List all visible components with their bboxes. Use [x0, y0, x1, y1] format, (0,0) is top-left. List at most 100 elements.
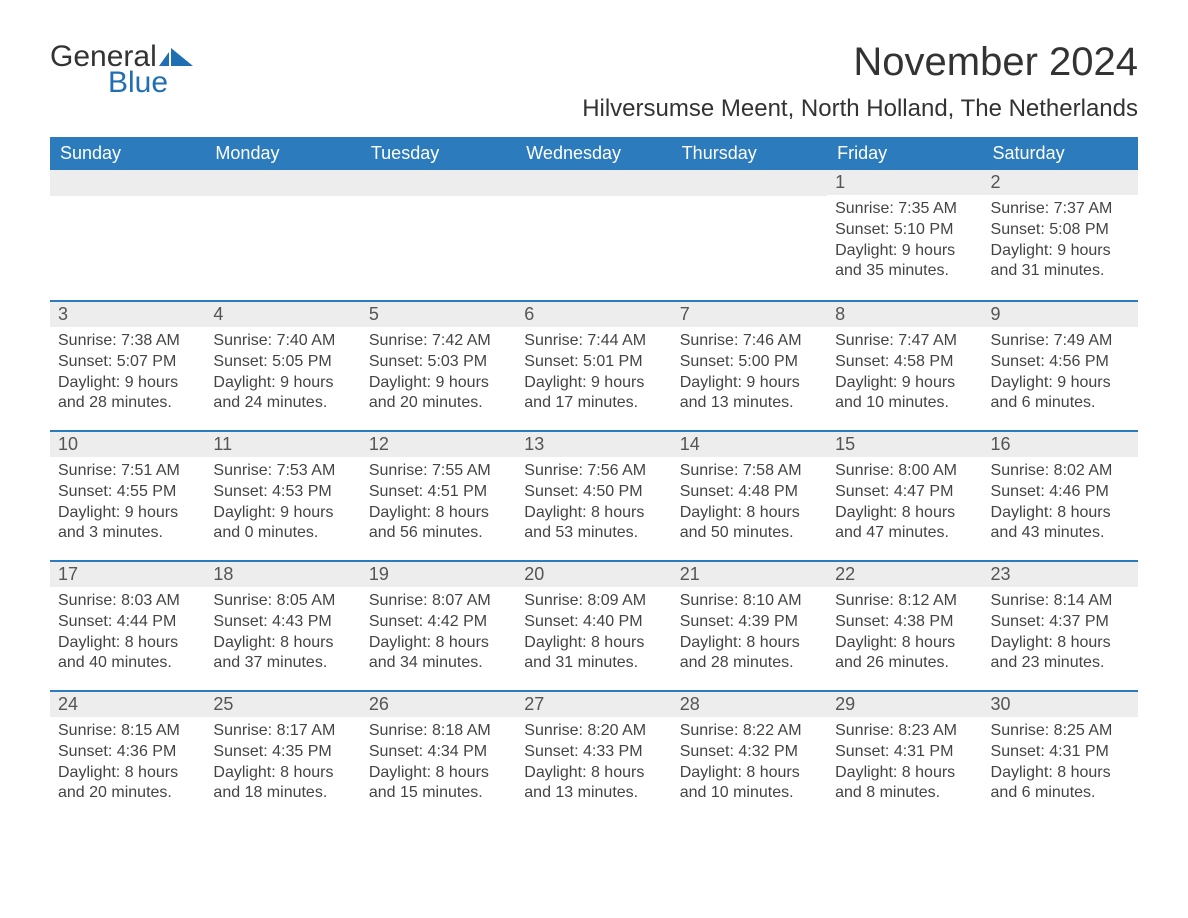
sunset-text: Sunset: 4:35 PM	[213, 742, 352, 763]
calendar-cell: 1Sunrise: 7:35 AMSunset: 5:10 PMDaylight…	[827, 170, 982, 300]
calendar-cell: 10Sunrise: 7:51 AMSunset: 4:55 PMDayligh…	[50, 430, 205, 560]
sunset-text: Sunset: 4:40 PM	[524, 612, 663, 633]
day-details: Sunrise: 7:46 AMSunset: 5:00 PMDaylight:…	[672, 327, 827, 424]
daylight-text-1: Daylight: 9 hours	[213, 503, 352, 524]
daylight-text-2: and 53 minutes.	[524, 523, 663, 544]
daylight-text-1: Daylight: 8 hours	[369, 763, 508, 784]
calendar-row: 17Sunrise: 8:03 AMSunset: 4:44 PMDayligh…	[50, 560, 1138, 690]
day-details: Sunrise: 7:44 AMSunset: 5:01 PMDaylight:…	[516, 327, 671, 424]
page-header: General Blue November 2024 Hilversumse M…	[50, 40, 1138, 123]
daylight-text-2: and 26 minutes.	[835, 653, 974, 674]
daylight-text-1: Daylight: 9 hours	[991, 373, 1130, 394]
day-number: 28	[672, 690, 827, 717]
daylight-text-2: and 6 minutes.	[991, 393, 1130, 414]
sunrise-text: Sunrise: 7:44 AM	[524, 331, 663, 352]
sunset-text: Sunset: 4:31 PM	[991, 742, 1130, 763]
day-number: 25	[205, 690, 360, 717]
calendar-cell: 25Sunrise: 8:17 AMSunset: 4:35 PMDayligh…	[205, 690, 360, 820]
sunset-text: Sunset: 4:50 PM	[524, 482, 663, 503]
daylight-text-1: Daylight: 8 hours	[680, 503, 819, 524]
day-details: Sunrise: 7:42 AMSunset: 5:03 PMDaylight:…	[361, 327, 516, 424]
sunset-text: Sunset: 5:00 PM	[680, 352, 819, 373]
day-number: 29	[827, 690, 982, 717]
daylight-text-2: and 8 minutes.	[835, 783, 974, 804]
daylight-text-1: Daylight: 9 hours	[369, 373, 508, 394]
sunrise-text: Sunrise: 8:05 AM	[213, 591, 352, 612]
daylight-text-2: and 40 minutes.	[58, 653, 197, 674]
day-number: 2	[983, 170, 1138, 195]
calendar-cell: 20Sunrise: 8:09 AMSunset: 4:40 PMDayligh…	[516, 560, 671, 690]
sunrise-text: Sunrise: 8:22 AM	[680, 721, 819, 742]
calendar-cell	[205, 170, 360, 300]
day-number: 18	[205, 560, 360, 587]
sunrise-text: Sunrise: 8:00 AM	[835, 461, 974, 482]
day-number: 16	[983, 430, 1138, 457]
sunset-text: Sunset: 5:08 PM	[991, 220, 1130, 241]
calendar-cell: 22Sunrise: 8:12 AMSunset: 4:38 PMDayligh…	[827, 560, 982, 690]
day-number: 12	[361, 430, 516, 457]
daylight-text-2: and 28 minutes.	[680, 653, 819, 674]
day-details: Sunrise: 8:18 AMSunset: 4:34 PMDaylight:…	[361, 717, 516, 814]
brand-logo: General Blue	[50, 40, 193, 100]
daylight-text-1: Daylight: 8 hours	[680, 633, 819, 654]
day-details: Sunrise: 7:58 AMSunset: 4:48 PMDaylight:…	[672, 457, 827, 554]
daylight-text-1: Daylight: 8 hours	[58, 633, 197, 654]
day-number: 26	[361, 690, 516, 717]
calendar-cell	[672, 170, 827, 300]
calendar-row: 3Sunrise: 7:38 AMSunset: 5:07 PMDaylight…	[50, 300, 1138, 430]
daylight-text-1: Daylight: 9 hours	[991, 241, 1130, 262]
day-number: 17	[50, 560, 205, 587]
sunrise-text: Sunrise: 8:09 AM	[524, 591, 663, 612]
sunset-text: Sunset: 4:46 PM	[991, 482, 1130, 503]
day-number: 23	[983, 560, 1138, 587]
daylight-text-1: Daylight: 9 hours	[835, 373, 974, 394]
calendar-cell: 6Sunrise: 7:44 AMSunset: 5:01 PMDaylight…	[516, 300, 671, 430]
day-details: Sunrise: 8:09 AMSunset: 4:40 PMDaylight:…	[516, 587, 671, 684]
daylight-text-1: Daylight: 9 hours	[58, 373, 197, 394]
daylight-text-1: Daylight: 8 hours	[58, 763, 197, 784]
calendar-cell: 13Sunrise: 7:56 AMSunset: 4:50 PMDayligh…	[516, 430, 671, 560]
day-details: Sunrise: 8:20 AMSunset: 4:33 PMDaylight:…	[516, 717, 671, 814]
calendar-cell: 26Sunrise: 8:18 AMSunset: 4:34 PMDayligh…	[361, 690, 516, 820]
sunset-text: Sunset: 4:38 PM	[835, 612, 974, 633]
daylight-text-2: and 10 minutes.	[680, 783, 819, 804]
calendar-cell: 21Sunrise: 8:10 AMSunset: 4:39 PMDayligh…	[672, 560, 827, 690]
sunrise-text: Sunrise: 7:47 AM	[835, 331, 974, 352]
day-number: 6	[516, 300, 671, 327]
day-details: Sunrise: 8:12 AMSunset: 4:38 PMDaylight:…	[827, 587, 982, 684]
sunset-text: Sunset: 4:43 PM	[213, 612, 352, 633]
day-details: Sunrise: 8:23 AMSunset: 4:31 PMDaylight:…	[827, 717, 982, 814]
daylight-text-2: and 10 minutes.	[835, 393, 974, 414]
month-title: November 2024	[582, 40, 1138, 85]
calendar-cell: 24Sunrise: 8:15 AMSunset: 4:36 PMDayligh…	[50, 690, 205, 820]
sunrise-text: Sunrise: 8:03 AM	[58, 591, 197, 612]
daylight-text-2: and 18 minutes.	[213, 783, 352, 804]
sunrise-text: Sunrise: 8:07 AM	[369, 591, 508, 612]
daylight-text-2: and 0 minutes.	[213, 523, 352, 544]
day-number: 4	[205, 300, 360, 327]
location-subtitle: Hilversumse Meent, North Holland, The Ne…	[582, 95, 1138, 123]
calendar-cell: 11Sunrise: 7:53 AMSunset: 4:53 PMDayligh…	[205, 430, 360, 560]
calendar-cell: 9Sunrise: 7:49 AMSunset: 4:56 PMDaylight…	[983, 300, 1138, 430]
calendar-row: 10Sunrise: 7:51 AMSunset: 4:55 PMDayligh…	[50, 430, 1138, 560]
calendar-cell: 2 Sunrise: 7:37 AMSunset: 5:08 PMDaylight…	[983, 170, 1138, 300]
daylight-text-1: Daylight: 9 hours	[835, 241, 974, 262]
day-number: 21	[672, 560, 827, 587]
sunrise-text: Sunrise: 8:15 AM	[58, 721, 197, 742]
day-details: Sunrise: 8:05 AMSunset: 4:43 PMDaylight:…	[205, 587, 360, 684]
daylight-text-2: and 34 minutes.	[369, 653, 508, 674]
sunset-text: Sunset: 4:32 PM	[680, 742, 819, 763]
sunrise-text: Sunrise: 8:12 AM	[835, 591, 974, 612]
day-details: Sunrise: 7:38 AMSunset: 5:07 PMDaylight:…	[50, 327, 205, 424]
day-details: Sunrise: 8:14 AMSunset: 4:37 PMDaylight:…	[983, 587, 1138, 684]
sunrise-text: Sunrise: 8:20 AM	[524, 721, 663, 742]
daylight-text-1: Daylight: 8 hours	[369, 503, 508, 524]
calendar-cell: 3Sunrise: 7:38 AMSunset: 5:07 PMDaylight…	[50, 300, 205, 430]
daylight-text-1: Daylight: 9 hours	[213, 373, 352, 394]
sunrise-text: Sunrise: 7:37 AM	[991, 199, 1130, 220]
sunrise-text: Sunrise: 7:49 AM	[991, 331, 1130, 352]
day-details: Sunrise: 8:02 AMSunset: 4:46 PMDaylight:…	[983, 457, 1138, 554]
sunset-text: Sunset: 5:03 PM	[369, 352, 508, 373]
daylight-text-2: and 15 minutes.	[369, 783, 508, 804]
day-number: 1	[827, 170, 982, 195]
